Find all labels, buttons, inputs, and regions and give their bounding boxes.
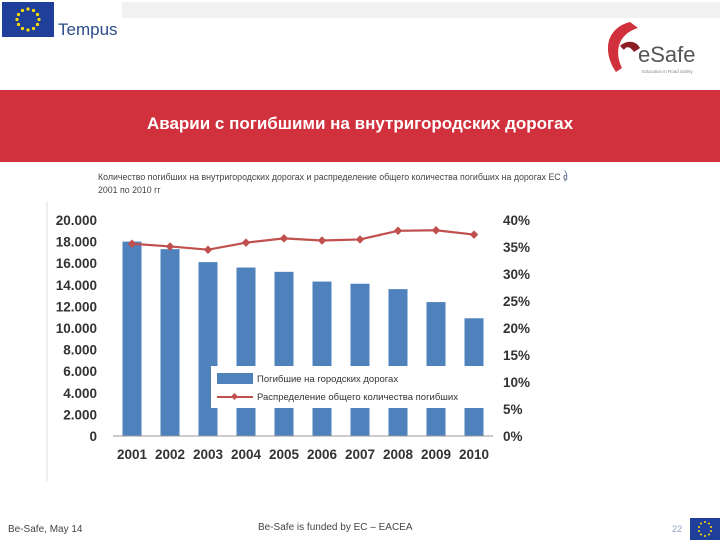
x-tick-label: 2001 (117, 447, 148, 462)
bar-2005 (274, 271, 294, 436)
bar-2008 (388, 289, 408, 436)
right-tick-label: 15% (503, 348, 530, 363)
x-tick-label: 2009 (421, 447, 451, 462)
line-point-2006 (317, 236, 327, 245)
footer-event: Be-Safe, May 14 (8, 524, 83, 535)
left-tick-label: 6.000 (63, 364, 97, 379)
esafe-logo: eSafe Education in Road Safety (607, 22, 696, 74)
line-point-2008 (393, 226, 403, 236)
legend-swatch-bar (217, 373, 253, 384)
line-series-share (131, 229, 475, 251)
legend-label-bar: Погибшие на городских дорогах (257, 374, 398, 385)
x-tick-label: 2005 (269, 447, 300, 462)
left-tick-label: 0 (89, 429, 97, 444)
title-banner (0, 90, 720, 162)
left-tick-label: 14.000 (56, 278, 97, 293)
left-tick-label: 20.000 (56, 213, 97, 228)
bar-2001 (122, 241, 142, 436)
eu-flag-icon (2, 2, 54, 37)
bar-2004 (236, 267, 256, 436)
x-tick-label: 2008 (383, 447, 414, 462)
x-tick-label: 2010 (459, 447, 489, 462)
subtitle-bracket: ) (564, 168, 568, 182)
chart-subtitle: Количество погибших на внутригородских д… (98, 172, 568, 195)
legend-box (211, 366, 495, 408)
right-tick-label: 30% (503, 267, 530, 282)
x-tick-label: 2002 (155, 447, 185, 462)
left-tick-label: 16.000 (56, 256, 97, 271)
line-point-2005 (279, 234, 289, 243)
x-tick-label: 2007 (345, 447, 375, 462)
right-tick-label: 25% (503, 294, 530, 309)
page-number: 22 (672, 524, 683, 534)
x-tick-label: 2003 (193, 447, 224, 462)
bar-2003 (198, 262, 218, 436)
right-tick-label: 40% (503, 213, 530, 228)
footer-funding: Be-Safe is funded by EC – EACEA (258, 522, 413, 533)
left-tick-label: 18.000 (56, 235, 97, 250)
legend-label-line: Распределение общего количества погибших (257, 392, 458, 403)
header-strip (122, 2, 720, 18)
tempus-logo-text: Tempus (58, 20, 118, 39)
bar-2002 (160, 249, 180, 436)
right-tick-label: 20% (503, 321, 530, 336)
line-point-2003 (203, 245, 213, 254)
top-header: Tempus eSafe Education in Road Safety (0, 0, 720, 95)
bar-2007 (350, 283, 370, 436)
chart: 20.000 18.000 16.000 14.000 12.000 10.000 8.00… (46, 201, 530, 481)
page-title: Аварии с погибшими на внутригородских до… (146, 114, 574, 133)
left-tick-label: 10.000 (56, 321, 97, 336)
svg-text:Education in Road Safety: Education in Road Safety (642, 69, 694, 74)
right-tick-label: 0% (503, 429, 523, 444)
eu-flag-small-icon (690, 518, 720, 540)
left-tick-label: 12.000 (56, 299, 97, 314)
line-point-2004 (241, 238, 251, 247)
line-point-2007 (355, 235, 365, 244)
right-tick-label: 5% (503, 402, 523, 417)
svg-text:eSafe: eSafe (638, 42, 696, 67)
left-tick-label: 2.000 (63, 407, 97, 422)
line-point-2009 (431, 226, 441, 235)
right-tick-label: 10% (503, 375, 530, 390)
left-tick-label: 4.000 (63, 386, 97, 401)
left-tick-label: 8.000 (63, 343, 97, 358)
x-tick-label: 2006 (307, 447, 338, 462)
x-tick-label: 2004 (231, 447, 262, 462)
line-point-2010 (469, 230, 479, 239)
legend-marker-line (230, 392, 239, 401)
bar-2006 (312, 281, 332, 436)
right-tick-label: 35% (503, 240, 530, 255)
line-point-2002 (165, 242, 175, 251)
